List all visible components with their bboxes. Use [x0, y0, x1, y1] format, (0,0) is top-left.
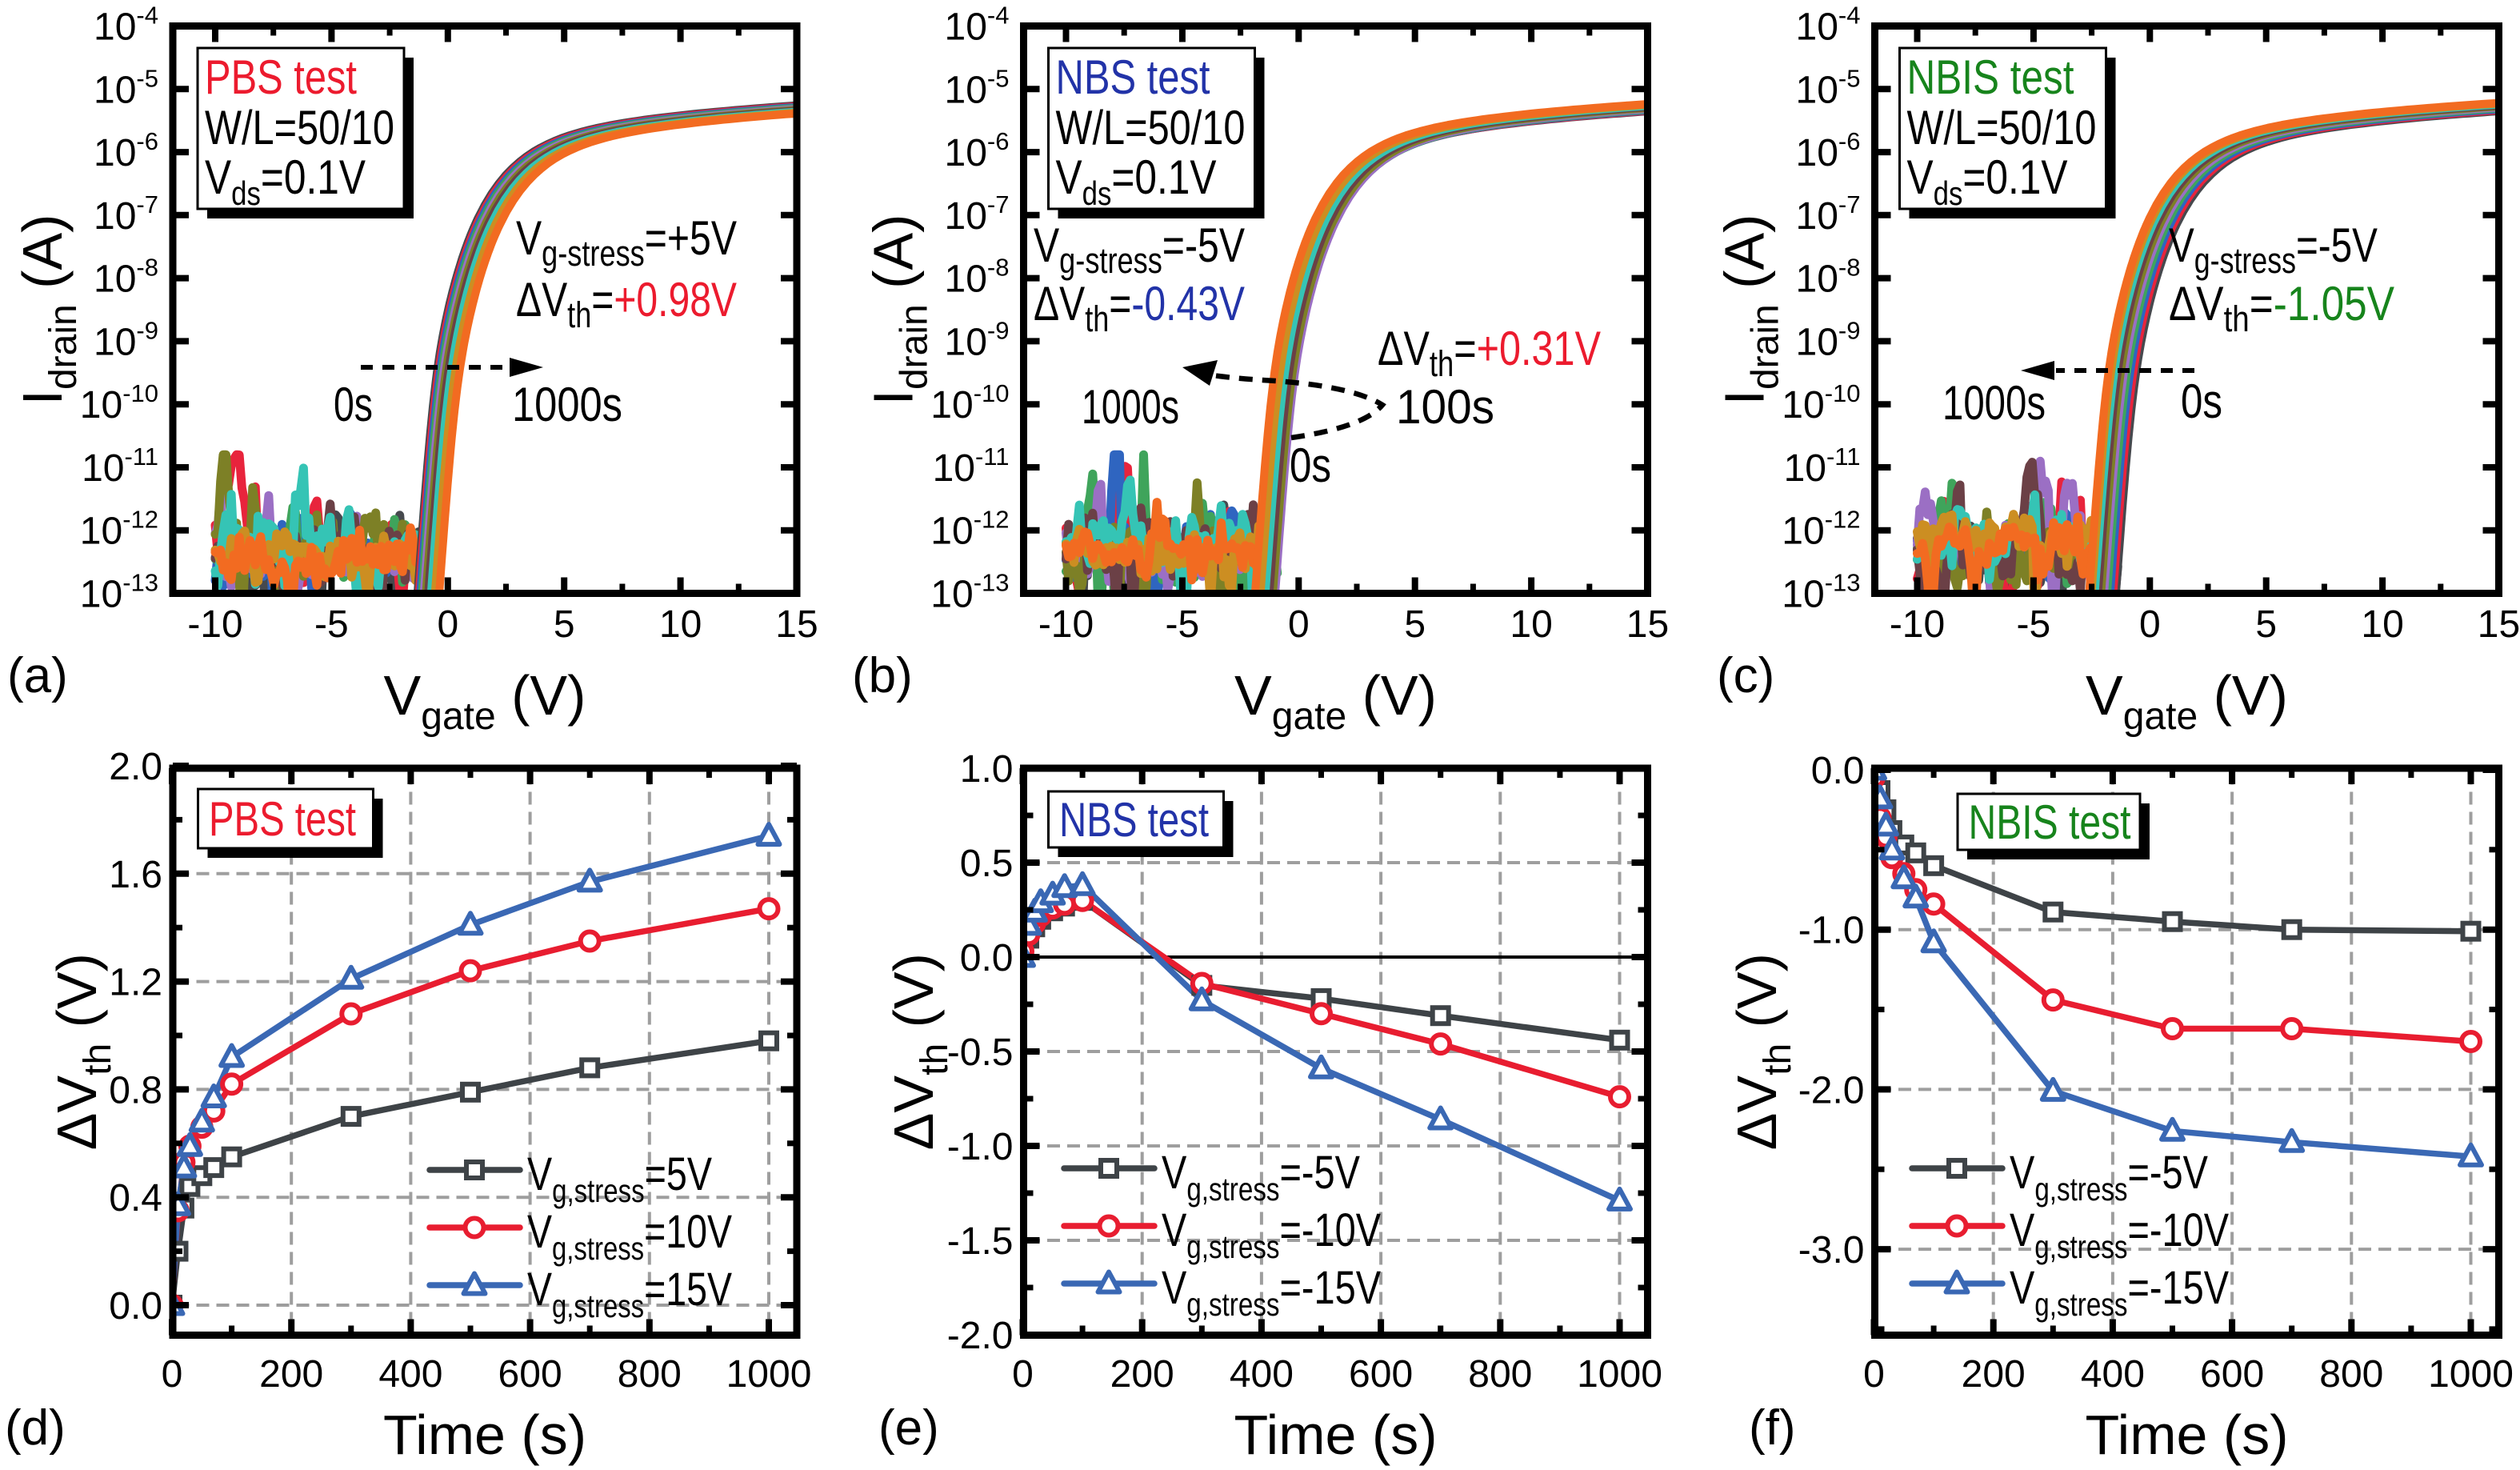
svg-text:ΔVth=-0.43V: ΔVth=-0.43V [1034, 277, 1245, 339]
svg-text:0: 0 [162, 1353, 183, 1396]
svg-text:0.5: 0.5 [960, 843, 1014, 885]
svg-text:Vds=0.1V: Vds=0.1V [1056, 150, 1217, 212]
svg-text:-0.5: -0.5 [947, 1031, 1014, 1074]
svg-text:0: 0 [1288, 603, 1310, 646]
svg-text:ΔVth=+0.98V: ΔVth=+0.98V [516, 273, 737, 335]
svg-text:0s: 0s [2181, 375, 2222, 428]
svg-text:Time (s): Time (s) [2085, 1404, 2288, 1466]
svg-text:10-11: 10-11 [82, 443, 158, 490]
svg-text:W/L=50/10: W/L=50/10 [1907, 101, 2097, 154]
svg-text:0.0: 0.0 [1811, 750, 1865, 792]
svg-text:5: 5 [1404, 603, 1426, 646]
svg-text:400: 400 [378, 1353, 442, 1396]
svg-text:W/L=50/10: W/L=50/10 [205, 101, 394, 154]
svg-text:-3.0: -3.0 [1798, 1229, 1865, 1272]
svg-text:15: 15 [775, 603, 818, 646]
svg-text:-10: -10 [1038, 603, 1094, 646]
svg-text:PBS test: PBS test [205, 50, 357, 104]
svg-text:0.0: 0.0 [109, 1285, 162, 1328]
svg-text:W/L=50/10: W/L=50/10 [1056, 101, 1246, 154]
svg-text:-5: -5 [314, 603, 349, 646]
svg-text:100s: 100s [1396, 380, 1494, 434]
svg-text:(b): (b) [852, 648, 913, 703]
svg-text:NBS test: NBS test [1059, 793, 1209, 847]
svg-text:(f): (f) [1749, 1400, 1796, 1456]
svg-text:200: 200 [1962, 1353, 2026, 1396]
svg-text:600: 600 [498, 1353, 562, 1396]
svg-text:0.8: 0.8 [109, 1069, 162, 1112]
svg-text:(c): (c) [1717, 648, 1774, 703]
svg-text:0: 0 [437, 603, 458, 646]
svg-text:400: 400 [1230, 1353, 1294, 1396]
svg-text:-10: -10 [187, 603, 242, 646]
svg-text:0.0: 0.0 [960, 937, 1014, 979]
svg-text:15: 15 [2478, 603, 2520, 646]
svg-text:10-5: 10-5 [1796, 64, 1861, 111]
svg-text:1000s: 1000s [512, 378, 622, 431]
svg-text:ΔVth=-1.05V: ΔVth=-1.05V [2169, 277, 2394, 339]
svg-text:600: 600 [1349, 1353, 1413, 1396]
svg-text:1000s: 1000s [1942, 376, 2046, 430]
svg-text:0s: 0s [334, 378, 373, 431]
svg-text:-5: -5 [2017, 603, 2051, 646]
svg-text:Vds=0.1V: Vds=0.1V [205, 150, 366, 212]
svg-text:-1.0: -1.0 [1798, 910, 1865, 952]
svg-text:200: 200 [259, 1353, 323, 1396]
svg-text:15: 15 [1626, 603, 1669, 646]
svg-text:NBIS test: NBIS test [1907, 50, 2074, 104]
svg-text:600: 600 [2200, 1353, 2264, 1396]
svg-text:Vg,stress=-10V: Vg,stress=-10V [2010, 1204, 2229, 1265]
svg-text:ΔVth (V): ΔVth (V) [1726, 953, 1799, 1150]
svg-text:-1.0: -1.0 [947, 1126, 1014, 1168]
svg-text:-2.0: -2.0 [947, 1315, 1014, 1357]
svg-text:5: 5 [2255, 603, 2277, 646]
svg-text:NBS test: NBS test [1056, 50, 1210, 104]
svg-text:ΔVth=+0.31V: ΔVth=+0.31V [1378, 322, 1601, 384]
svg-text:-5: -5 [1166, 603, 1200, 646]
svg-text:1000: 1000 [1577, 1353, 1662, 1396]
svg-text:1000s: 1000s [1082, 380, 1179, 434]
svg-text:0: 0 [1012, 1353, 1034, 1396]
svg-text:(d): (d) [5, 1400, 66, 1456]
svg-text:10: 10 [2361, 603, 2403, 646]
svg-text:(e): (e) [878, 1400, 939, 1456]
svg-text:Time (s): Time (s) [383, 1404, 586, 1466]
svg-text:0s: 0s [1290, 439, 1331, 492]
svg-text:10-12: 10-12 [80, 506, 158, 553]
svg-text:800: 800 [618, 1353, 682, 1396]
svg-text:PBS test: PBS test [209, 792, 356, 846]
svg-text:10-13: 10-13 [930, 569, 1009, 616]
svg-text:-1.5: -1.5 [947, 1220, 1014, 1263]
svg-text:ΔVth (V): ΔVth (V) [46, 953, 119, 1150]
svg-text:Vds=0.1V: Vds=0.1V [1907, 150, 2068, 212]
svg-text:800: 800 [1468, 1353, 1532, 1396]
svg-text:0: 0 [2139, 603, 2161, 646]
svg-text:5: 5 [554, 603, 575, 646]
svg-text:1.2: 1.2 [109, 962, 162, 1004]
svg-text:1.0: 1.0 [960, 748, 1014, 791]
svg-text:800: 800 [2319, 1353, 2383, 1396]
svg-text:1000: 1000 [2428, 1353, 2514, 1396]
svg-text:0: 0 [1863, 1353, 1885, 1396]
svg-text:400: 400 [2081, 1353, 2145, 1396]
svg-text:Time (s): Time (s) [1234, 1404, 1437, 1466]
svg-text:10-12: 10-12 [930, 506, 1009, 553]
svg-text:-10: -10 [1890, 603, 1945, 646]
svg-text:10: 10 [659, 603, 702, 646]
svg-text:1.6: 1.6 [109, 854, 162, 896]
svg-text:10-13: 10-13 [1782, 569, 1860, 616]
svg-text:NBIS test: NBIS test [1969, 795, 2131, 849]
svg-text:-2.0: -2.0 [1798, 1069, 1865, 1112]
svg-text:10: 10 [1510, 603, 1552, 646]
svg-text:0.4: 0.4 [109, 1177, 162, 1220]
svg-text:Vgate (V): Vgate (V) [2086, 664, 2288, 738]
svg-text:1000: 1000 [726, 1353, 812, 1396]
svg-text:200: 200 [1110, 1353, 1174, 1396]
svg-text:2.0: 2.0 [109, 746, 162, 788]
svg-text:(a): (a) [7, 648, 68, 703]
